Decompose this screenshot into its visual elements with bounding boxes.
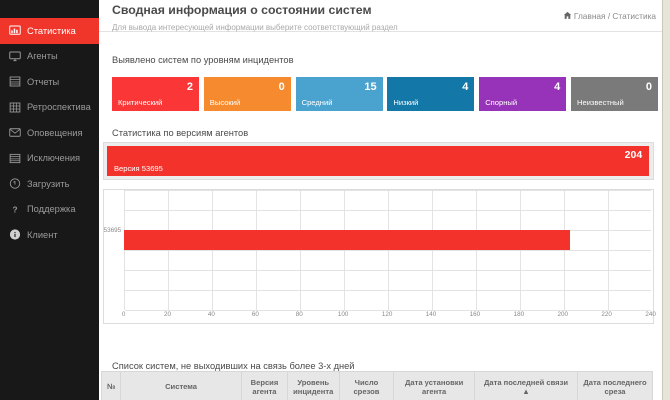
svg-text:?: ?	[12, 205, 17, 214]
